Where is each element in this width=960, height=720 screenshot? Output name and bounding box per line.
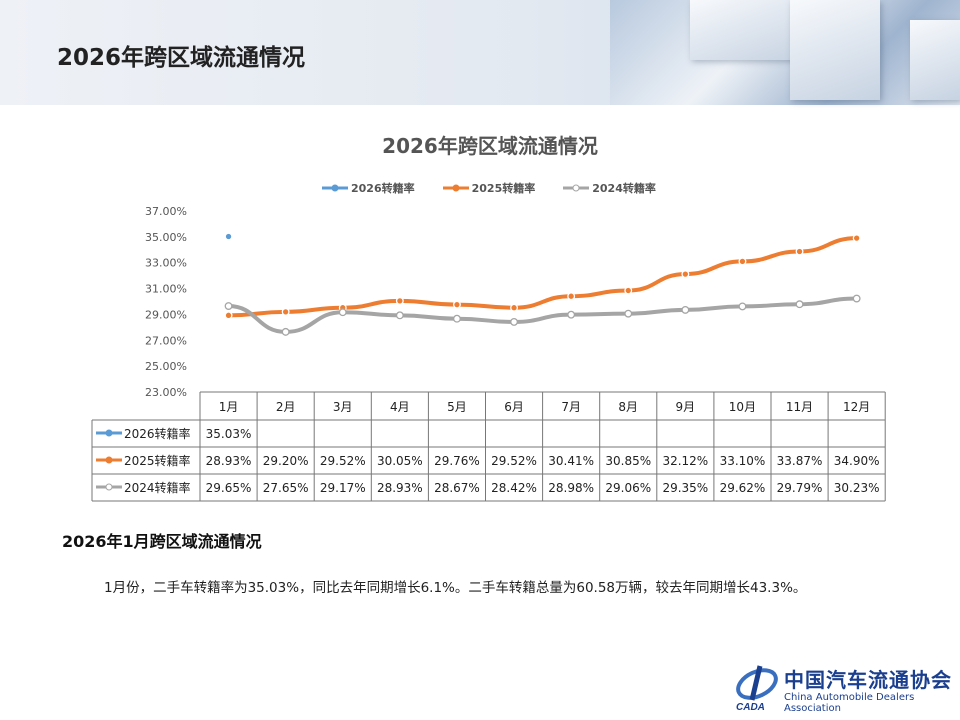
data-label: 34.90% (834, 454, 880, 468)
section-subtitle: 2026年1月跨区域流通情况 (62, 532, 262, 551)
chart-title: 2026年跨区域流通情况 (382, 134, 598, 158)
legend-label: 2024转籍率 (592, 182, 656, 195)
data-label: 28.93% (377, 481, 423, 495)
data-label: 30.41% (548, 454, 594, 468)
data-point (852, 294, 861, 303)
data-point (795, 300, 804, 309)
summary-paragraph: 1月份，二手车转籍率为35.03%，同比去年同期增长6.1%。二手车转籍总量为6… (104, 580, 807, 596)
data-label: 29.62% (720, 481, 766, 495)
y-tick-label: 31.00% (145, 283, 187, 296)
data-point (852, 234, 861, 243)
y-tick-label: 37.00% (145, 205, 187, 218)
x-tick-label: 12月 (843, 400, 870, 414)
logo-text-en: China Automobile Dealers Association (784, 692, 915, 714)
legend-line-icon (563, 184, 590, 192)
data-label: 29.35% (662, 481, 708, 495)
slide-title: 2026年跨区域流通情况 (57, 45, 306, 71)
data-point (395, 311, 404, 320)
x-tick-label: 5月 (447, 400, 467, 414)
cada-logo-icon: CADA (736, 665, 778, 712)
data-point (510, 303, 518, 312)
data-point (395, 296, 404, 305)
line-chart: 37.00% 35.00% 33.00% 31.00% 29.00% 27.00% 25.0… (91, 205, 886, 502)
data-label: 29.06% (605, 481, 651, 495)
legend-key-icon (105, 456, 113, 464)
x-tick-label: 2月 (276, 400, 296, 414)
row-label: 2026转籍率 (124, 426, 191, 441)
row-label: 2025转籍率 (124, 453, 191, 468)
data-point (738, 257, 747, 266)
chart-legend: 2026转籍率 2025转籍率 2024转籍率 (322, 180, 656, 196)
data-point (453, 314, 461, 323)
data-label: 30.85% (605, 454, 651, 468)
data-point (453, 300, 461, 309)
data-point (624, 286, 633, 295)
x-tick-label: 4月 (390, 400, 410, 414)
data-point (281, 327, 290, 336)
legend-key-icon (105, 429, 113, 437)
x-tick-label: 9月 (676, 400, 696, 414)
data-point (567, 292, 576, 301)
y-tick-label: 27.00% (145, 334, 187, 347)
legend-key-icon (105, 483, 113, 491)
data-label: 29.76% (434, 454, 480, 468)
header-banner (0, 0, 960, 105)
row-label: 2024转籍率 (124, 480, 191, 495)
data-label: 30.23% (834, 481, 880, 495)
x-tick-label: 11月 (786, 400, 813, 414)
legend-line-icon (322, 184, 348, 192)
x-tick-label: 10月 (729, 400, 756, 414)
data-label: 32.12% (662, 454, 708, 468)
legend-line-icon (442, 184, 469, 192)
data-label: 30.05% (377, 454, 423, 468)
y-tick-label: 23.00% (145, 386, 187, 399)
data-label: 35.03% (206, 427, 252, 441)
data-point (224, 232, 233, 241)
data-label: 33.10% (720, 454, 766, 468)
x-tick-label: 1月 (219, 400, 239, 414)
legend-item: 2026转籍率 (322, 180, 415, 196)
legend-item: 2025转籍率 (442, 180, 536, 196)
data-point (624, 309, 633, 318)
data-label: 29.20% (263, 454, 309, 468)
data-point (224, 311, 233, 320)
data-point (281, 307, 290, 316)
y-tick-label: 35.00% (145, 231, 187, 244)
cubes-image (610, 0, 960, 105)
logo-text-cn: 中国汽车流通协会 (784, 668, 952, 692)
x-tick-label: 3月 (333, 400, 353, 414)
y-tick-label: 29.00% (145, 308, 187, 321)
data-label: 28.93% (206, 454, 252, 468)
data-point (681, 305, 690, 314)
data-point (224, 302, 233, 310)
data-point (567, 310, 576, 319)
data-label: 33.87% (777, 454, 823, 468)
legend-label: 2026转籍率 (351, 182, 415, 195)
data-label: 28.67% (434, 481, 480, 495)
data-label: 29.17% (320, 481, 366, 495)
x-tick-label: 7月 (561, 400, 581, 414)
data-point (738, 302, 747, 311)
data-label: 28.42% (491, 481, 537, 495)
y-tick-label: 25.00% (145, 360, 187, 373)
x-tick-label: 6月 (504, 400, 524, 414)
cada-logo: CADA 中国汽车流通协会 China Automobile Dealers A… (732, 660, 957, 714)
data-label: 29.52% (491, 454, 537, 468)
legend-item: 2024转籍率 (563, 180, 656, 196)
data-point (510, 317, 518, 326)
y-tick-label: 33.00% (145, 257, 187, 270)
data-label: 29.52% (320, 454, 366, 468)
legend-label: 2025转籍率 (471, 182, 536, 195)
svg-text:CADA: CADA (736, 702, 765, 712)
data-label: 28.98% (548, 481, 594, 495)
x-tick-label: 8月 (618, 400, 638, 414)
data-label: 29.79% (777, 481, 823, 495)
data-point (681, 270, 690, 279)
data-label: 27.65% (263, 481, 309, 495)
data-point (338, 308, 347, 317)
data-point (795, 247, 804, 256)
data-label: 29.65% (206, 481, 252, 495)
series-line (228, 236, 857, 318)
